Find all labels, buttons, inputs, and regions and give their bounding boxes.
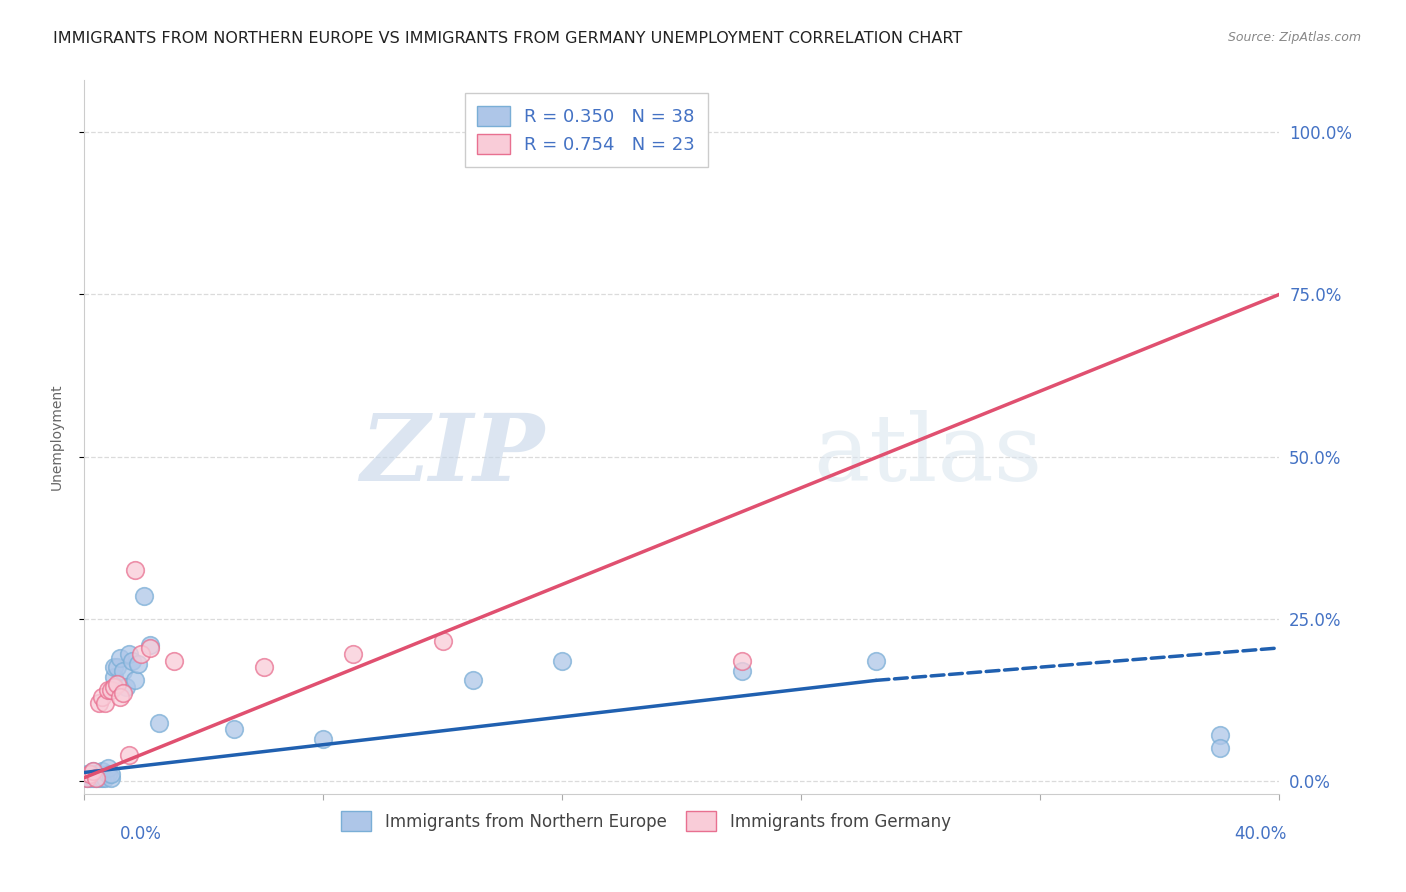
Point (76, 767, 98, 781)
Point (127, 657, 149, 672)
Point (97, 683, 120, 698)
Point (79, 767, 101, 781)
Point (124, 563, 146, 577)
Point (86, 767, 108, 781)
Point (79, 767, 101, 781)
Point (91, 690, 114, 704)
Text: ZIP: ZIP (360, 410, 544, 500)
Legend: Immigrants from Northern Europe, Immigrants from Germany: Immigrants from Northern Europe, Immigra… (333, 803, 959, 839)
Point (105, 660, 128, 674)
Point (89, 767, 111, 781)
Point (312, 731, 335, 746)
Point (118, 648, 141, 662)
Point (112, 686, 135, 700)
Point (731, 664, 754, 678)
Point (82, 764, 104, 779)
Point (82, 764, 104, 779)
Text: 40.0%: 40.0% (1234, 825, 1286, 843)
Point (103, 680, 125, 694)
Point (103, 670, 125, 684)
Point (82, 771, 104, 785)
Point (118, 747, 141, 762)
Text: Source: ZipAtlas.com: Source: ZipAtlas.com (1227, 31, 1361, 45)
Text: IMMIGRANTS FROM NORTHERN EUROPE VS IMMIGRANTS FROM GERMANY UNEMPLOYMENT CORRELAT: IMMIGRANTS FROM NORTHERN EUROPE VS IMMIG… (53, 31, 963, 46)
Point (112, 664, 135, 678)
Point (139, 638, 162, 652)
Y-axis label: Unemployment: Unemployment (49, 384, 63, 491)
Point (865, 654, 887, 668)
Point (731, 654, 754, 668)
Point (139, 640, 162, 655)
Point (100, 683, 122, 698)
Point (79, 771, 101, 785)
Point (91, 771, 114, 785)
Point (124, 673, 146, 688)
Point (342, 648, 364, 662)
Point (115, 680, 138, 694)
Point (222, 722, 245, 736)
Point (129, 648, 152, 662)
Point (97, 761, 120, 775)
Point (86, 771, 108, 785)
Point (1209, 741, 1232, 756)
Point (89, 771, 111, 785)
Point (110, 650, 132, 665)
Point (86, 771, 108, 785)
Point (76, 771, 98, 785)
Point (91, 764, 114, 779)
Point (253, 660, 276, 674)
Point (121, 654, 143, 668)
Point (103, 660, 125, 674)
Point (100, 771, 122, 785)
Point (461, 673, 484, 688)
Point (163, 654, 186, 668)
Point (148, 715, 170, 730)
Point (105, 676, 128, 690)
Point (110, 690, 132, 704)
Text: 0.0%: 0.0% (120, 825, 162, 843)
Point (1209, 729, 1232, 743)
Point (100, 767, 122, 781)
Point (551, 654, 574, 668)
Point (94, 771, 117, 785)
Point (132, 589, 156, 603)
Point (76, 771, 98, 785)
Point (89, 696, 111, 710)
Text: atlas: atlas (814, 410, 1043, 500)
Point (97, 767, 120, 781)
Point (94, 696, 117, 710)
Point (432, 634, 454, 648)
